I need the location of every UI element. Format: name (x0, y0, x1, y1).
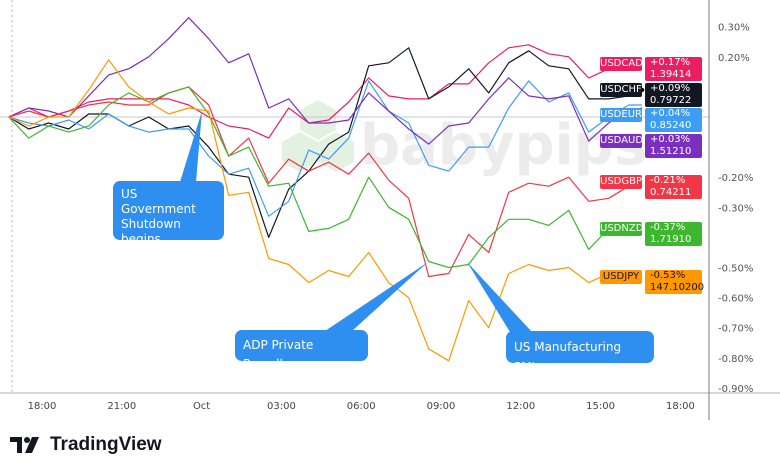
pmi-callout-pointer (467, 262, 532, 332)
adp-callout: ADP Private Payrolls (235, 330, 368, 371)
y-tick-label: 0.30% (718, 23, 750, 34)
symbol-name: USDAUD (600, 134, 644, 148)
x-tick-label: 18:00 (666, 401, 695, 412)
last-price: 0.79722 (650, 95, 692, 106)
tradingview-logo-icon (10, 437, 39, 453)
x-tick-label: 18:00 (28, 401, 57, 412)
x-tick-label: Oct (193, 401, 210, 412)
change-percent: -0.37% (650, 222, 686, 233)
y-tick-label: 0.20% (718, 53, 750, 64)
pmi-callout: US Manufacturing PMI (506, 331, 654, 374)
change-percent: +0.09% (650, 83, 691, 94)
shutdown-callout: US Government Shutdown begins (113, 181, 224, 246)
symbol-value: -0.21% 0.74211 (645, 175, 702, 199)
symbol-name: USDJPY (600, 270, 642, 284)
y-tick-label: -0.30% (718, 203, 753, 214)
last-price: 1.71910 (650, 234, 692, 245)
symbol-name: USDCHF (600, 83, 642, 97)
symbol-value: +0.09% 0.79722 (645, 83, 702, 107)
last-price: 0.74211 (650, 187, 692, 198)
symbol-value: -0.53% 147.10200 (645, 270, 705, 294)
y-tick-label: -0.60% (718, 294, 753, 305)
x-tick-label: 21:00 (107, 401, 136, 412)
adp-callout-pointer (325, 262, 428, 331)
change-percent: -0.53% (650, 270, 686, 281)
x-tick-label: 06:00 (347, 401, 376, 412)
y-tick-label: -0.80% (718, 354, 753, 365)
x-tick-label: 12:00 (506, 401, 535, 412)
symbol-value: +0.17% 1.39414 (645, 57, 702, 81)
last-price: 147.10200 (650, 282, 705, 293)
y-tick-label: -0.70% (718, 324, 753, 335)
last-price: 0.85240 (650, 120, 692, 131)
x-tick-label: 03:00 (267, 401, 296, 412)
symbol-name: USDEUR (600, 108, 642, 122)
brand-name: TradingView (50, 434, 162, 455)
babypips-watermark: babypips (282, 100, 647, 178)
symbol-name: USDCAD (600, 57, 643, 71)
symbol-value: +0.03% 1.51210 (645, 134, 702, 158)
x-tick-label: 15:00 (586, 401, 615, 412)
y-tick-label: -0.50% (718, 264, 753, 275)
change-percent: +0.03% (650, 134, 691, 145)
last-price: 1.51210 (650, 146, 692, 157)
change-percent: +0.17% (650, 57, 691, 68)
y-tick-label: -0.20% (718, 173, 753, 184)
last-price: 1.39414 (650, 69, 692, 80)
y-tick-label: -0.90% (718, 384, 753, 395)
symbol-value: -0.37% 1.71910 (645, 222, 702, 246)
change-percent: +0.04% (650, 108, 691, 119)
symbol-name: USDGBP (600, 175, 643, 189)
symbol-name: USDNZD (600, 222, 644, 236)
change-percent: -0.21% (650, 175, 686, 186)
symbol-value: +0.04% 0.85240 (645, 108, 702, 132)
tradingview-logo: TradingView (10, 434, 162, 456)
x-tick-label: 09:00 (427, 401, 456, 412)
shutdown-callout-pointer (180, 111, 202, 182)
